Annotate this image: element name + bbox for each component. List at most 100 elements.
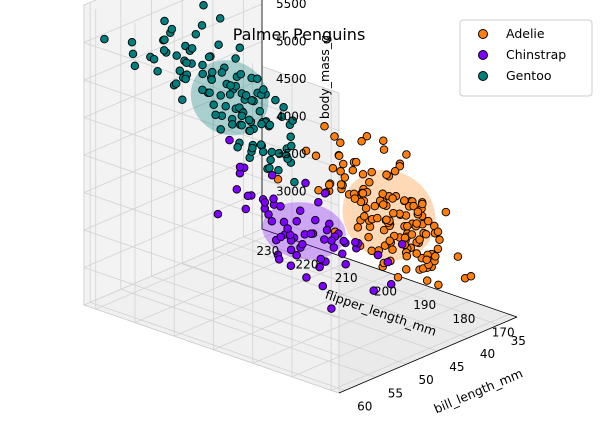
point-adelie <box>402 150 411 159</box>
point-gentoo <box>214 40 223 49</box>
x-tick-label: 40 <box>480 347 495 361</box>
z-tick-label: 4000 <box>276 110 307 124</box>
point-chinstrap <box>295 206 305 215</box>
point-adelie <box>393 272 403 282</box>
point-gentoo <box>153 66 162 76</box>
point-adelie <box>441 207 451 217</box>
grid-line-z <box>83 191 263 268</box>
point-gentoo <box>259 85 268 94</box>
point-adelie <box>373 213 382 223</box>
point-chinstrap <box>292 217 301 226</box>
point-gentoo <box>217 68 227 77</box>
point-adelie <box>388 245 397 254</box>
point-adelie <box>385 236 394 245</box>
point-adelie <box>389 208 398 218</box>
point-gentoo <box>205 88 214 97</box>
point-adelie <box>314 185 323 195</box>
grid-line-x <box>151 275 407 365</box>
point-gentoo <box>209 100 218 110</box>
point-gentoo <box>199 1 208 10</box>
point-adelie <box>433 244 443 254</box>
y-tick-label: 190 <box>413 298 436 312</box>
z-tick-label: 5000 <box>276 35 307 49</box>
point-chinstrap <box>373 250 383 260</box>
point-gentoo <box>290 177 299 187</box>
z-tick-label: 3500 <box>276 147 307 161</box>
point-adelie <box>418 199 427 209</box>
point-chinstrap <box>243 191 253 201</box>
point-adelie <box>336 180 346 189</box>
point-gentoo <box>198 85 207 95</box>
point-gentoo <box>187 44 197 53</box>
point-adelie <box>412 249 421 258</box>
legend-label-chinstrap: Chinstrap <box>506 47 566 62</box>
x-tick-label: 45 <box>449 360 464 374</box>
grid-line-x <box>212 249 469 339</box>
point-gentoo <box>279 103 288 112</box>
point-adelie <box>379 225 389 235</box>
point-chinstrap <box>276 232 286 242</box>
point-gentoo <box>277 112 287 122</box>
point-chinstrap <box>302 273 311 282</box>
point-gentoo <box>248 143 257 153</box>
point-gentoo <box>159 46 169 55</box>
point-gentoo <box>215 14 225 23</box>
point-gentoo <box>221 101 230 111</box>
point-gentoo <box>233 143 242 152</box>
grid-line-x <box>120 288 376 378</box>
point-gentoo <box>265 163 274 173</box>
point-gentoo <box>247 96 256 105</box>
point-gentoo <box>256 140 266 149</box>
point-adelie <box>330 132 339 141</box>
z-axis-label: body_mass_g <box>317 35 332 119</box>
data-points <box>100 1 476 313</box>
point-adelie <box>409 201 418 211</box>
y-tick-label: 200 <box>374 285 397 299</box>
point-gentoo <box>265 120 275 130</box>
point-gentoo <box>236 69 246 79</box>
point-adelie <box>324 180 334 189</box>
point-adelie <box>367 167 376 177</box>
point-adelie <box>348 166 358 175</box>
point-gentoo <box>149 54 159 64</box>
point-gentoo <box>172 51 181 60</box>
point-adelie <box>433 227 443 236</box>
y-tick-label: 230 <box>256 244 279 258</box>
grid-line-y <box>174 259 353 337</box>
grid-line-x <box>90 302 346 391</box>
point-gentoo <box>127 38 137 47</box>
point-gentoo <box>216 91 225 100</box>
legend-item-chinstrap: Chinstrap <box>478 47 566 62</box>
point-adelie <box>453 252 463 261</box>
point-adelie <box>340 173 350 182</box>
point-gentoo <box>237 111 247 121</box>
point-gentoo <box>216 125 225 134</box>
point-adelie <box>358 189 368 198</box>
point-chinstrap <box>369 286 378 295</box>
grid-line-z <box>83 0 185 43</box>
grid-lines <box>83 0 518 394</box>
point-adelie <box>336 138 345 147</box>
point-adelie <box>351 157 361 167</box>
grid-line-z <box>83 153 263 231</box>
point-adelie <box>421 230 431 239</box>
x-axis-label: bill_length_mm <box>432 365 525 416</box>
grid-line-z <box>83 79 340 169</box>
point-gentoo <box>257 119 266 129</box>
point-chinstrap <box>301 178 310 188</box>
point-gentoo <box>198 69 207 79</box>
point-chinstrap <box>269 194 278 203</box>
point-adelie <box>357 137 366 146</box>
y-tick-label: 170 <box>492 325 515 339</box>
point-gentoo <box>207 75 216 85</box>
y-tick-label: 210 <box>335 271 358 285</box>
grid-line-x <box>243 236 499 326</box>
point-gentoo <box>235 43 245 53</box>
point-adelie <box>334 151 344 161</box>
point-chinstrap <box>311 215 320 225</box>
point-chinstrap <box>320 235 329 244</box>
point-gentoo <box>160 16 169 26</box>
point-chinstrap <box>279 217 289 227</box>
point-chinstrap <box>329 243 339 252</box>
x-axis-line <box>338 316 518 394</box>
